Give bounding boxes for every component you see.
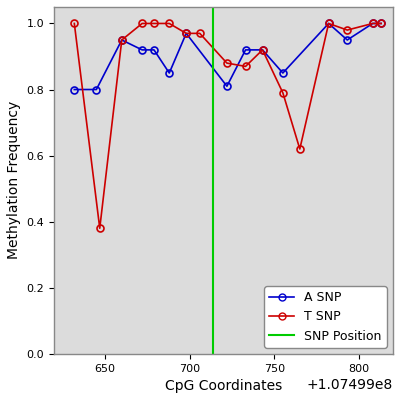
Legend: A SNP, T SNP, SNP Position: A SNP, T SNP, SNP Position	[264, 286, 387, 348]
X-axis label: CpG Coordinates: CpG Coordinates	[165, 379, 282, 393]
Y-axis label: Methylation Frequency: Methylation Frequency	[7, 101, 21, 260]
